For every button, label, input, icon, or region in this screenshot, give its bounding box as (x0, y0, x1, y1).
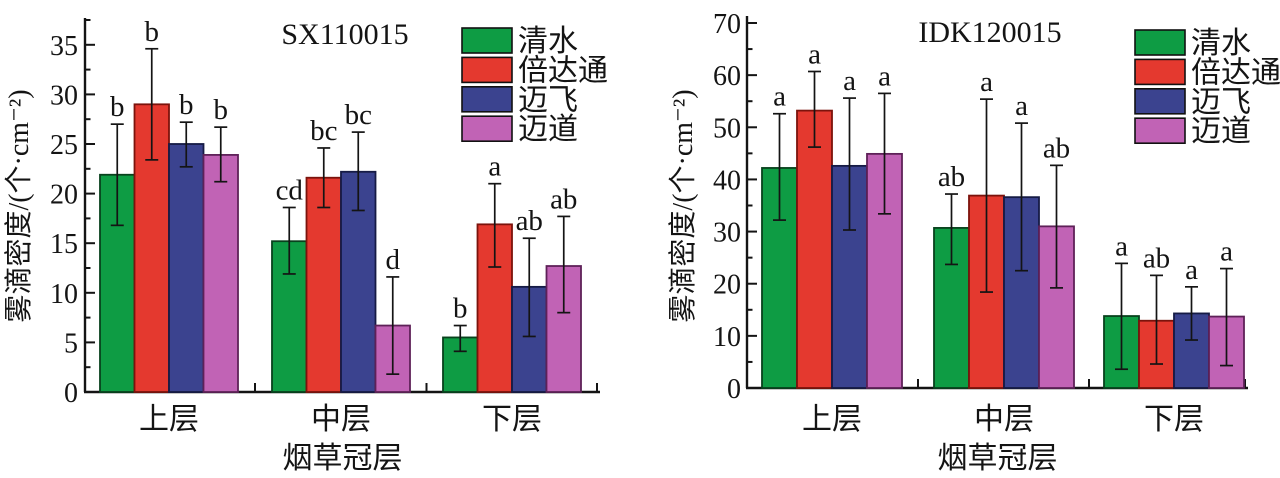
sig-letter: a (843, 65, 856, 97)
legend-swatch-清水 (461, 27, 513, 54)
x-axis-title: 烟草冠层 (938, 442, 1058, 475)
sig-letter: ab (938, 161, 965, 193)
sig-letter: b (110, 91, 125, 123)
y-tick-label: 60 (713, 61, 741, 92)
legend-swatch-迈飞 (461, 86, 513, 113)
bar-上层-迈飞 (168, 143, 205, 393)
x-tick-label: 上层 (802, 403, 862, 436)
sig-letter: b (453, 293, 468, 325)
y-axis-title: 雾滴密度/(个·cm⁻²) (667, 89, 699, 322)
sig-letter: bc (310, 115, 337, 147)
y-tick-label: 50 (713, 113, 741, 144)
y-tick-label: 20 (50, 180, 78, 211)
bar-中层-倍达通 (305, 176, 342, 393)
y-tick-label: 0 (727, 374, 741, 405)
y-tick-label: 35 (50, 31, 78, 62)
y-tick-label: 30 (713, 218, 741, 249)
sig-letter: b (179, 89, 194, 121)
y-tick-label: 30 (50, 80, 78, 111)
x-tick-label: 中层 (974, 403, 1034, 436)
y-tick-label: 10 (50, 279, 78, 310)
y-tick-label: 0 (64, 378, 78, 409)
legend-swatch-清水 (1134, 29, 1186, 56)
sig-letter: a (1220, 236, 1233, 268)
legend-swatch-迈飞 (1134, 88, 1186, 115)
y-tick-label: 70 (713, 9, 741, 40)
sig-letter: a (1185, 254, 1198, 286)
legend-swatch-迈道 (461, 115, 513, 142)
sig-letter: a (808, 38, 821, 70)
y-tick-label: 20 (713, 270, 741, 301)
sig-letter: b (214, 94, 229, 126)
sig-letter: a (488, 151, 501, 183)
legend-label: 倍达通 (518, 54, 608, 87)
legend-swatch-倍达通 (1134, 58, 1186, 86)
x-tick-label: 下层 (1144, 403, 1204, 436)
x-tick-label: 上层 (139, 403, 199, 436)
sig-letter: a (1015, 90, 1028, 122)
legend-label: 迈道 (518, 113, 578, 146)
sig-letter: b (145, 16, 160, 48)
y-tick-label: 10 (713, 322, 741, 353)
y-tick-label: 5 (64, 328, 78, 359)
bar-上层-迈道 (202, 154, 239, 393)
legend-swatch-倍达通 (461, 56, 513, 84)
x-axis-title: 烟草冠层 (283, 442, 403, 475)
legend-label: 迈道 (1191, 115, 1251, 148)
legend-label: 迈飞 (518, 84, 578, 117)
legend-label: 清水 (518, 25, 578, 58)
y-tick-label: 40 (713, 165, 741, 196)
sig-letter: ab (1143, 242, 1170, 274)
legend-swatch-迈道 (1134, 117, 1186, 144)
chart-title: SX110015 (281, 18, 408, 51)
legend-label: 迈飞 (1191, 86, 1251, 119)
legend-label: 倍达通 (1191, 56, 1280, 89)
x-tick-label: 下层 (482, 403, 542, 436)
sig-letter: a (773, 81, 786, 113)
y-tick-label: 25 (50, 130, 78, 161)
sig-letter: a (980, 66, 993, 98)
sig-letter: cd (276, 174, 304, 206)
sig-letter: d (386, 244, 401, 276)
bar-上层-倍达通 (796, 109, 833, 389)
y-tick-label: 15 (50, 229, 78, 260)
sig-letter: ab (550, 183, 577, 215)
y-axis-title: 雾滴密度/(个·cm⁻²) (3, 89, 35, 322)
x-tick-label: 中层 (311, 403, 371, 436)
sig-letter: a (1115, 230, 1128, 262)
sig-letter: ab (1043, 132, 1070, 164)
sig-letter: bc (345, 99, 372, 131)
chart-title: IDK120015 (918, 16, 1061, 49)
legend-label: 清水 (1191, 27, 1251, 60)
sig-letter: a (878, 60, 891, 92)
sig-letter: ab (516, 205, 543, 237)
